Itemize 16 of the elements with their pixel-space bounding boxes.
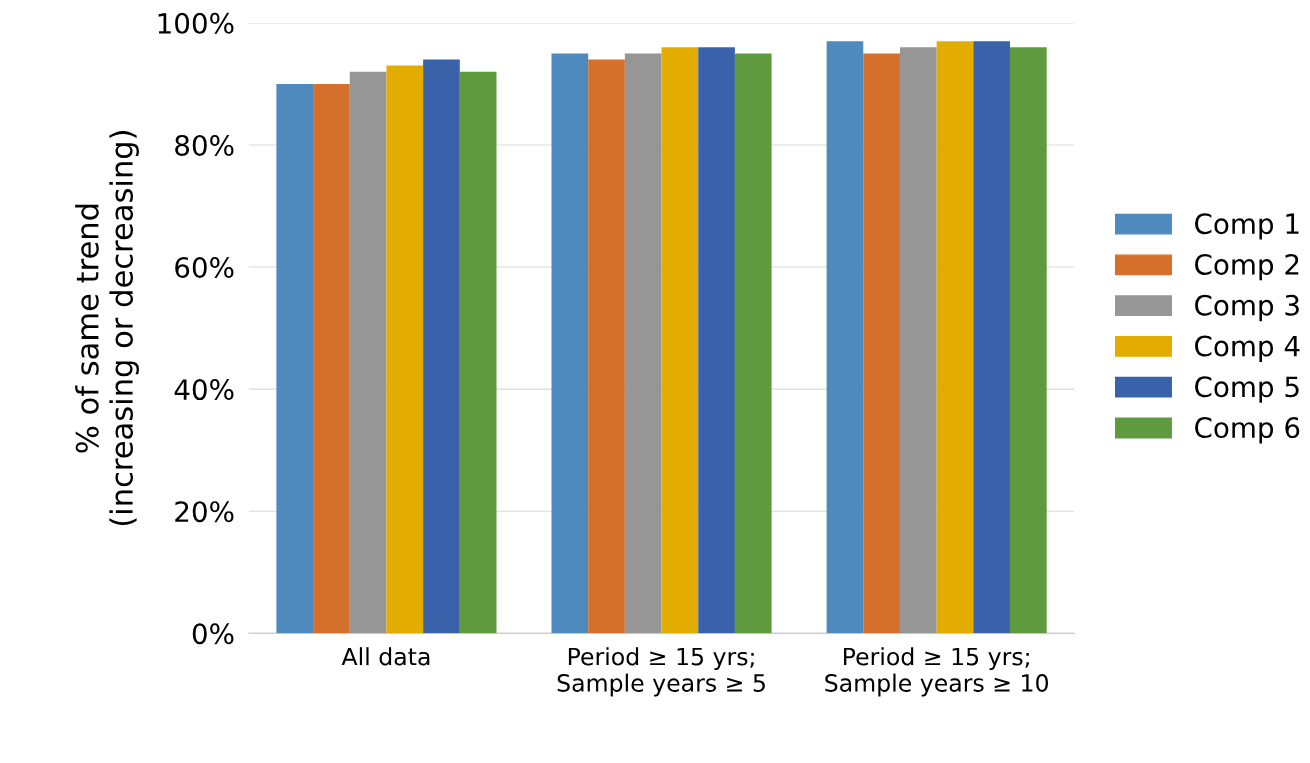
legend-label: Comp 3 — [1195, 294, 1299, 322]
y-tick-label: 40% — [174, 379, 234, 401]
legend-label: Comp 6 — [1195, 417, 1300, 444]
legend-label: Comp 1 — [1195, 213, 1299, 240]
x-tick-label: Period ≥ 15 yrs; Sample years ≥ 5 — [557, 647, 765, 697]
legend-label: Comp 5 — [1195, 376, 1299, 403]
y-tick-label: 80% — [175, 134, 234, 156]
legend-label: Comp 4 — [1195, 335, 1300, 362]
y-tick-label: 60% — [175, 256, 234, 278]
y-tick-label: 0% — [192, 623, 234, 645]
x-tick-label: Period ≥ 15 yrs; Sample years ≥ 10 — [825, 647, 1049, 697]
legend-label: Comp 2 — [1195, 253, 1299, 281]
y-tick-label: 100% — [158, 12, 234, 34]
y-axis-title: % of same trend (increasing or decreasing) — [75, 131, 139, 526]
x-tick-label: All data — [341, 647, 430, 666]
y-tick-label: 20% — [175, 501, 234, 523]
